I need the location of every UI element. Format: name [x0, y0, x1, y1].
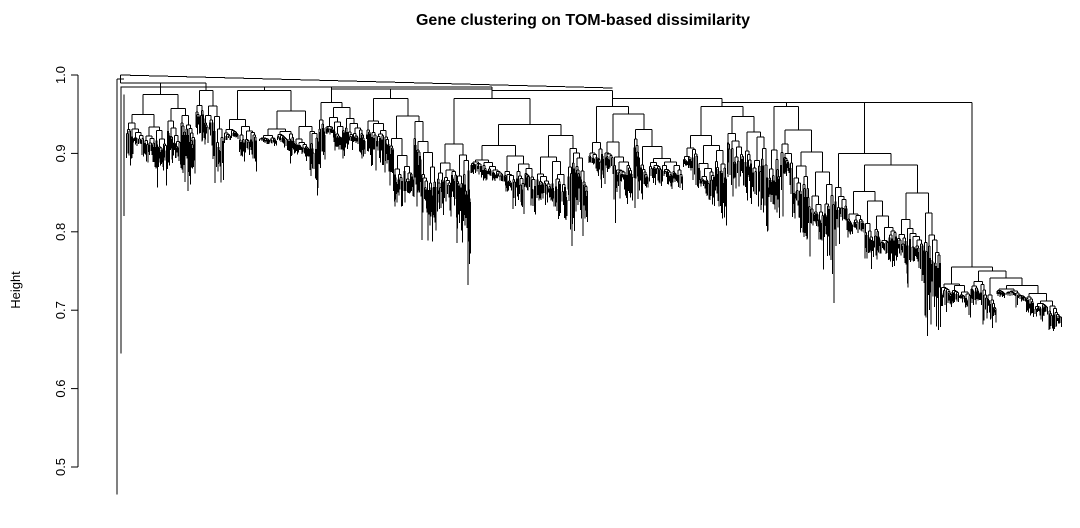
y-axis: 0.5 0.6 0.7 0.8 0.9 1.0 — [53, 66, 79, 476]
y-tick-label: 0.6 — [53, 380, 68, 398]
y-tick-label: 0.7 — [53, 301, 68, 319]
y-tick-label: 0.5 — [53, 458, 68, 476]
dendrogram-branches — [116, 74, 1062, 495]
y-tick-label: 1.0 — [53, 66, 68, 84]
y-tick-label: 0.9 — [53, 144, 68, 162]
y-axis-label: Height — [8, 271, 23, 309]
y-tick-label: 0.8 — [53, 223, 68, 241]
dendrogram-branch-paths — [116, 74, 1062, 495]
chart-title: Gene clustering on TOM-based dissimilari… — [416, 12, 750, 29]
